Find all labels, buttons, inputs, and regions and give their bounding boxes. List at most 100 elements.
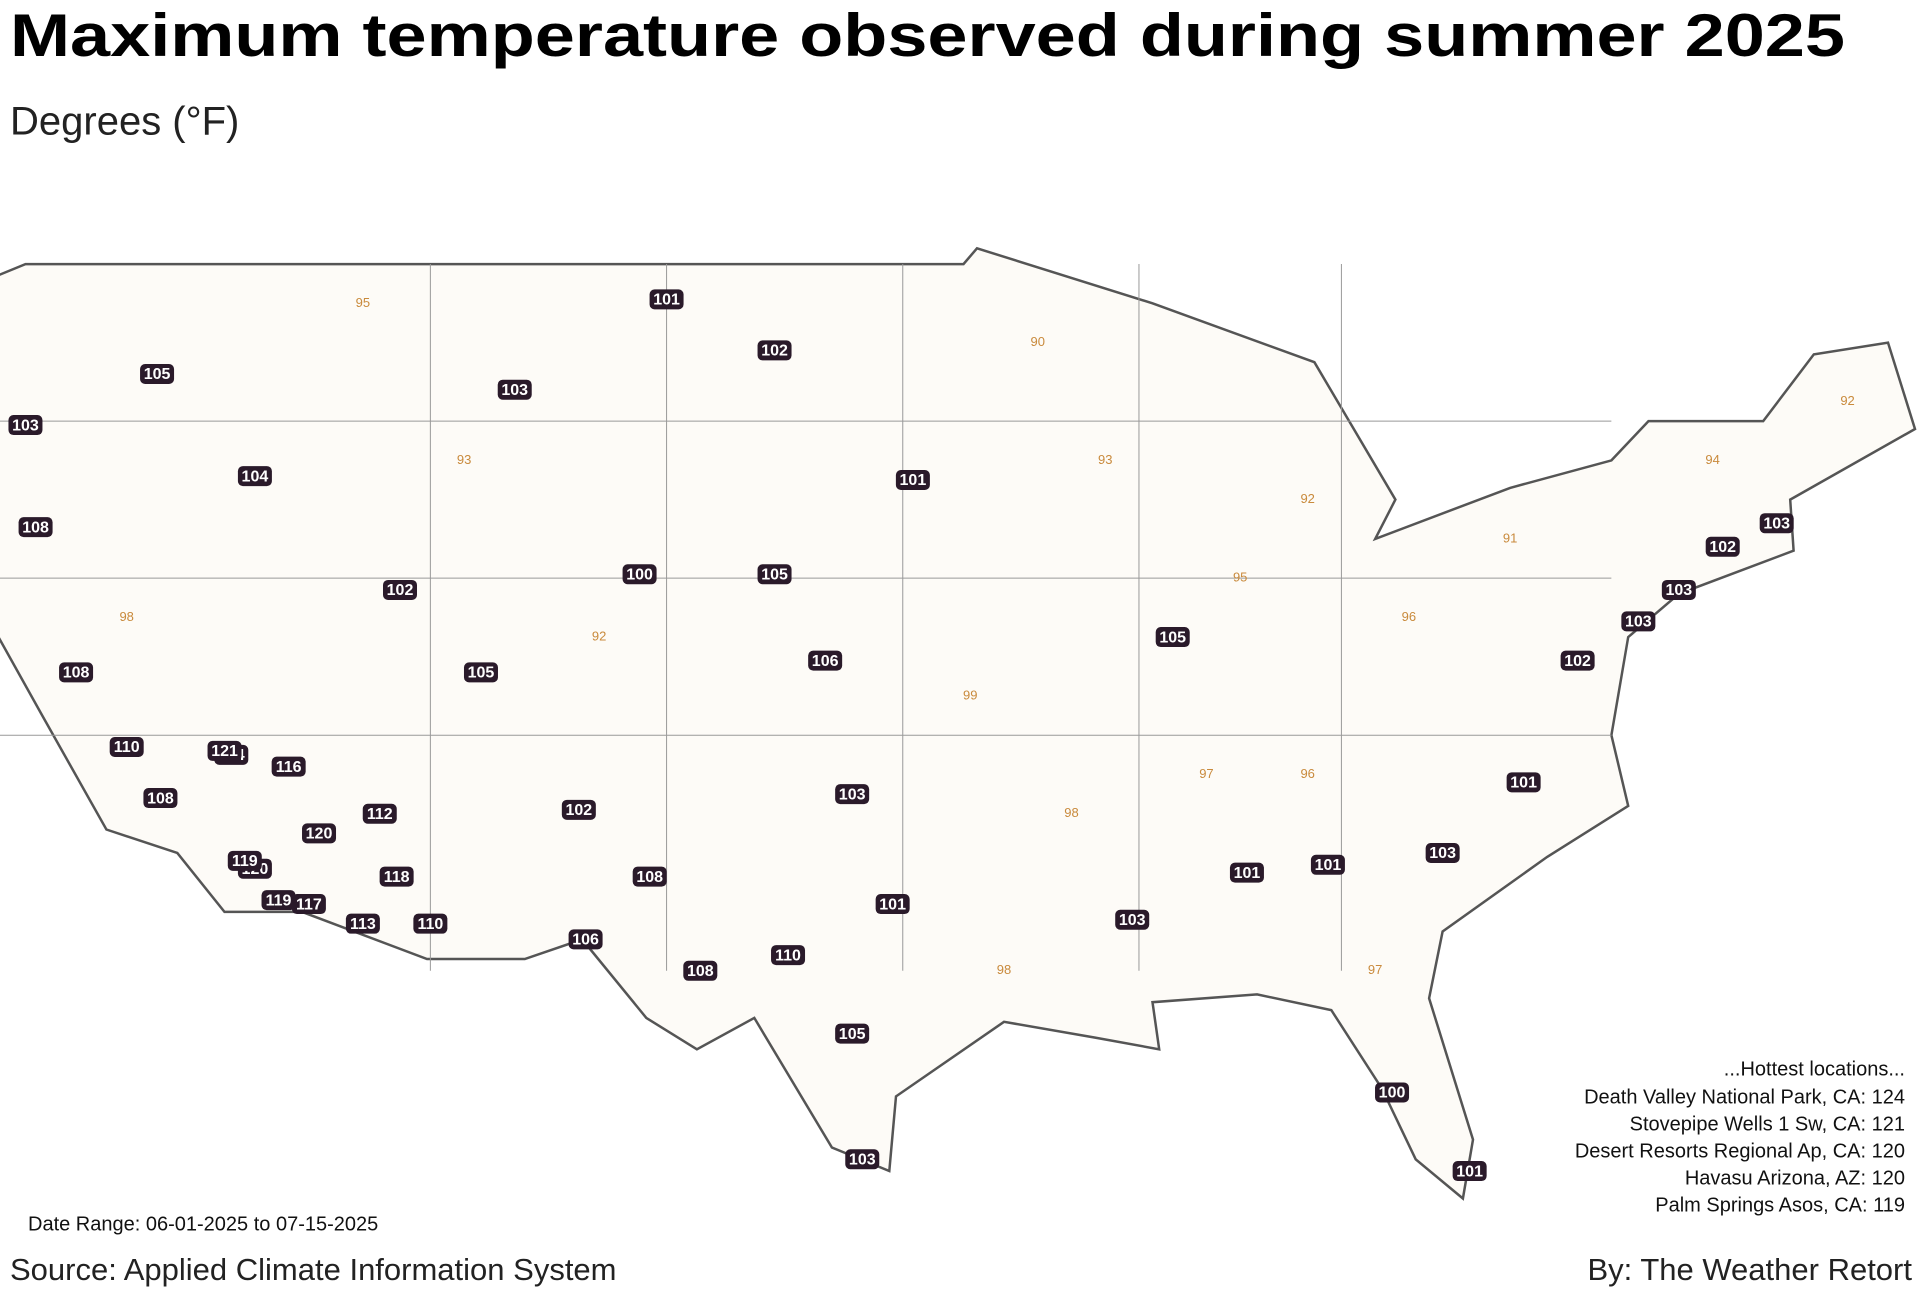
station-marker xyxy=(271,756,306,777)
station-reading: 120 xyxy=(306,826,333,843)
station-reading: 100 xyxy=(1379,1085,1406,1102)
station-marker xyxy=(808,650,843,671)
station-reading: 110 xyxy=(114,739,140,756)
station-marker xyxy=(1452,1161,1487,1182)
station-marker xyxy=(302,823,337,844)
station-reading: 104 xyxy=(242,468,269,485)
station-reading: 110 xyxy=(417,916,443,933)
station-marker xyxy=(227,850,262,871)
station-marker xyxy=(345,913,380,934)
station-reading: 103 xyxy=(1119,912,1146,929)
station-marker xyxy=(1560,650,1595,671)
station-marker xyxy=(1661,579,1696,600)
station-marker xyxy=(261,890,296,911)
hottest-location: Palm Springs Asos, CA: 119 xyxy=(1655,1194,1905,1216)
station-reading: 108 xyxy=(22,519,49,536)
station-reading: 90 xyxy=(1031,334,1045,349)
subtitle: Degrees (°F) xyxy=(10,100,239,144)
station-marker xyxy=(757,564,792,585)
station-reading: 112 xyxy=(367,806,393,823)
source: Source: Applied Climate Information Syst… xyxy=(10,1252,617,1287)
map: 9395929691949290979698999798939298951241… xyxy=(0,246,1917,1201)
station-reading: 98 xyxy=(997,962,1011,977)
station-marker xyxy=(757,340,792,361)
station-marker xyxy=(413,913,448,934)
station-reading: 102 xyxy=(1709,539,1736,556)
station-reading: 100 xyxy=(626,566,653,583)
station-reading: 105 xyxy=(839,1026,866,1043)
station-reading: 101 xyxy=(1315,857,1342,874)
station-marker xyxy=(140,363,175,384)
station-reading: 95 xyxy=(1233,570,1247,585)
station-reading: 92 xyxy=(592,628,606,643)
station-reading: 101 xyxy=(900,472,927,489)
station-marker xyxy=(1375,1082,1410,1103)
station-marker xyxy=(1155,627,1190,648)
hottest-location: Death Valley National Park, CA: 124 xyxy=(1584,1086,1905,1108)
station-reading: 101 xyxy=(879,896,906,913)
station-marker xyxy=(18,517,53,538)
station-marker xyxy=(497,379,532,400)
station-reading: 106 xyxy=(812,653,839,670)
station-reading: 92 xyxy=(1840,393,1854,408)
station-reading: 96 xyxy=(1300,766,1314,781)
station-marker xyxy=(1621,611,1656,632)
station-marker xyxy=(632,866,667,887)
station-reading: 93 xyxy=(457,452,471,467)
station-reading: 119 xyxy=(232,853,258,870)
station-reading: 103 xyxy=(501,382,528,399)
station-reading: 121 xyxy=(211,743,238,760)
hottest-location: Stovepipe Wells 1 Sw, CA: 121 xyxy=(1630,1113,1905,1135)
station-reading: 108 xyxy=(687,963,714,980)
station-reading: 98 xyxy=(1064,805,1078,820)
station-reading: 91 xyxy=(1503,530,1517,545)
station-reading: 103 xyxy=(1665,582,1692,599)
station-reading: 96 xyxy=(1402,609,1416,624)
station-reading: 113 xyxy=(350,916,376,933)
station-reading: 103 xyxy=(12,417,39,434)
station-marker xyxy=(463,662,498,683)
station-marker xyxy=(379,866,414,887)
station-reading: 99 xyxy=(963,687,977,702)
station-reading: 103 xyxy=(1429,845,1456,862)
hottest-location: Desert Resorts Regional Ap, CA: 120 xyxy=(1575,1140,1905,1162)
station-marker xyxy=(207,740,242,761)
station-reading: 117 xyxy=(296,896,322,913)
station-marker xyxy=(561,799,596,820)
station-marker xyxy=(875,894,910,915)
station-reading: 105 xyxy=(1159,629,1186,646)
station-marker xyxy=(362,803,397,824)
station-reading: 95 xyxy=(356,295,370,310)
station-reading: 102 xyxy=(1564,653,1591,670)
station-marker xyxy=(835,1023,870,1044)
station-marker xyxy=(771,945,806,966)
station-reading: 97 xyxy=(1199,766,1213,781)
station-reading: 116 xyxy=(276,759,302,776)
station-reading: 103 xyxy=(1763,515,1790,532)
station-reading: 101 xyxy=(1234,865,1261,882)
station-reading: 103 xyxy=(839,786,866,803)
station-marker xyxy=(1759,513,1794,534)
station-marker xyxy=(143,788,178,809)
station-reading: 93 xyxy=(1098,452,1112,467)
station-marker xyxy=(835,784,870,805)
station-reading: 102 xyxy=(387,582,414,599)
station-marker xyxy=(649,289,684,310)
station-marker xyxy=(59,662,94,683)
station-marker xyxy=(1115,909,1150,930)
station-reading: 103 xyxy=(1625,614,1652,631)
byline: By: The Weather Retort xyxy=(1587,1252,1912,1287)
station-marker xyxy=(1425,843,1460,864)
title: Maximum temperature observed during summ… xyxy=(10,2,1845,69)
station-reading: 105 xyxy=(144,366,171,383)
station-reading: 92 xyxy=(1300,491,1314,506)
date-range: Date Range: 06-01-2025 to 07-15-2025 xyxy=(28,1213,378,1235)
station-marker xyxy=(109,736,144,757)
station-reading: 110 xyxy=(775,947,801,964)
hottest-heading: ...Hottest locations... xyxy=(1724,1058,1905,1080)
station-marker xyxy=(383,579,418,600)
station-marker xyxy=(1310,854,1345,875)
station-reading: 98 xyxy=(119,609,133,624)
station-marker xyxy=(1229,862,1264,883)
